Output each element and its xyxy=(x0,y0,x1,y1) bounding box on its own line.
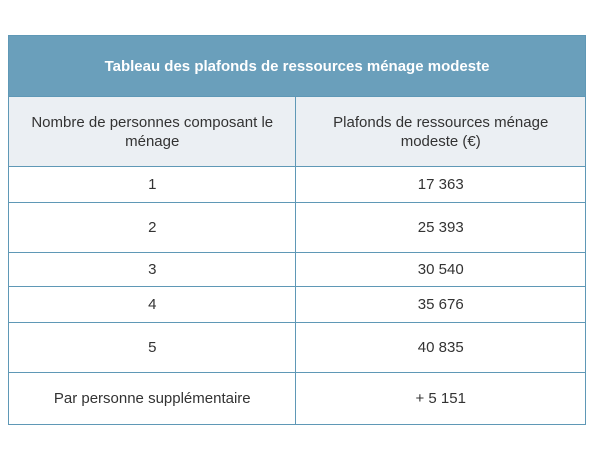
table-row: 3 30 540 xyxy=(7,252,586,287)
column-header-ceiling: Plafonds de ressources ménage modeste (€… xyxy=(295,96,586,167)
ceiling-cell: 35 676 xyxy=(295,286,586,323)
column-header-persons: Nombre de personnes composant le ménage xyxy=(7,96,297,167)
table-row: 1 17 363 xyxy=(7,166,586,203)
persons-cell: 4 xyxy=(7,286,297,323)
ceiling-cell: 17 363 xyxy=(295,166,586,203)
table-row: 4 35 676 xyxy=(7,286,586,323)
persons-cell: 2 xyxy=(7,202,297,253)
table-row: Par personne supplémentaire + 5 151 xyxy=(7,372,586,425)
ceiling-cell: 30 540 xyxy=(295,252,586,287)
persons-cell: 3 xyxy=(7,252,297,287)
ceiling-cell: 25 393 xyxy=(295,202,586,253)
table-title: Tableau des plafonds de ressources ménag… xyxy=(8,35,586,97)
persons-cell: 1 xyxy=(7,166,297,203)
ceiling-cell: 40 835 xyxy=(295,322,586,373)
income-ceiling-table: Tableau des plafonds de ressources ménag… xyxy=(7,35,586,425)
persons-cell: 5 xyxy=(7,322,297,373)
table-row: 5 40 835 xyxy=(7,322,586,373)
persons-cell: Par personne supplémentaire xyxy=(7,372,297,425)
table-row: 2 25 393 xyxy=(7,202,586,253)
ceiling-cell: + 5 151 xyxy=(295,372,586,425)
